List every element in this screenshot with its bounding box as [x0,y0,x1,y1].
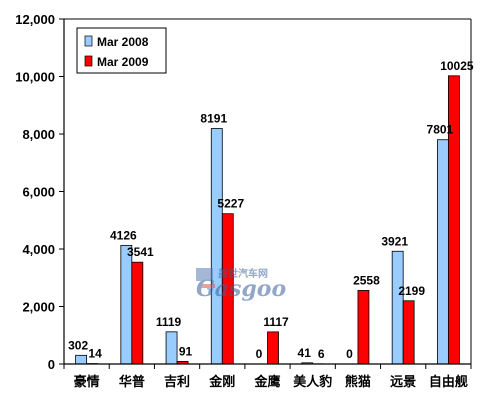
data-label: 3541 [127,245,154,259]
bar [121,245,132,364]
data-label: 2199 [398,284,425,298]
data-label: 41 [298,346,312,360]
legend-label-mar-2008: Mar 2008 [97,35,149,49]
bar [437,140,448,364]
bar [132,262,143,364]
x-tick-label: 豪情 [74,374,100,390]
data-label: 5227 [217,197,244,211]
y-tick-label: 0 [48,357,55,372]
legend-swatch-mar-2008 [85,36,92,46]
x-tick-label: 自由舰 [429,374,468,390]
y-axis-ticks: 0 2,000 4,000 6,000 8,000 10,000 12,000 [15,12,64,372]
data-label: 0 [346,347,353,361]
data-label: 10025 [440,59,474,73]
bar [268,332,279,364]
data-label: 6 [318,347,325,361]
x-tick-label: 美人豹 [293,374,332,390]
data-label: 1117 [263,315,289,329]
x-tick-label: 华普 [119,374,145,390]
bar [211,129,222,364]
data-label: 8191 [200,112,227,126]
bar [358,290,369,364]
data-label: 3921 [381,234,408,248]
bar [448,76,459,364]
x-tick-label: 金刚 [208,374,235,390]
legend-swatch-mar-2009 [85,56,92,66]
data-label: 7801 [427,123,454,137]
y-tick-label: 12,000 [15,12,55,27]
y-tick-label: 4,000 [22,242,55,257]
y-tick-label: 2,000 [22,300,55,315]
x-tick-label: 熊猫 [345,374,371,390]
gasgoo-watermark-logo: 盖世汽车网 Gasgoo [196,267,286,302]
bar [392,251,403,364]
data-label: 91 [179,344,193,358]
data-label: 0 [256,347,263,361]
bar [403,301,414,364]
data-label: 4126 [110,228,137,242]
bar [166,332,177,364]
y-tick-label: 10,000 [15,70,55,85]
y-tick-label: 6,000 [22,185,55,200]
x-tick-label: 金鹰 [253,374,280,390]
data-label: 2558 [353,273,380,287]
x-axis-ticks: 豪情 华普 吉利 金刚 金鹰美人豹熊猫 远景自由舰 [64,364,471,390]
legend-label-mar-2009: Mar 2009 [97,55,149,69]
y-tick-label: 8,000 [22,127,55,142]
x-tick-label: 远景 [390,375,416,390]
data-label: 1119 [156,315,182,329]
bar [76,355,87,364]
data-label: 14 [88,347,102,361]
legend: Mar 2008 Mar 2009 [77,28,166,73]
x-tick-label: 吉利 [164,374,190,390]
data-label: 302 [68,338,88,352]
watermark-en-text: Gasgoo [196,276,286,302]
